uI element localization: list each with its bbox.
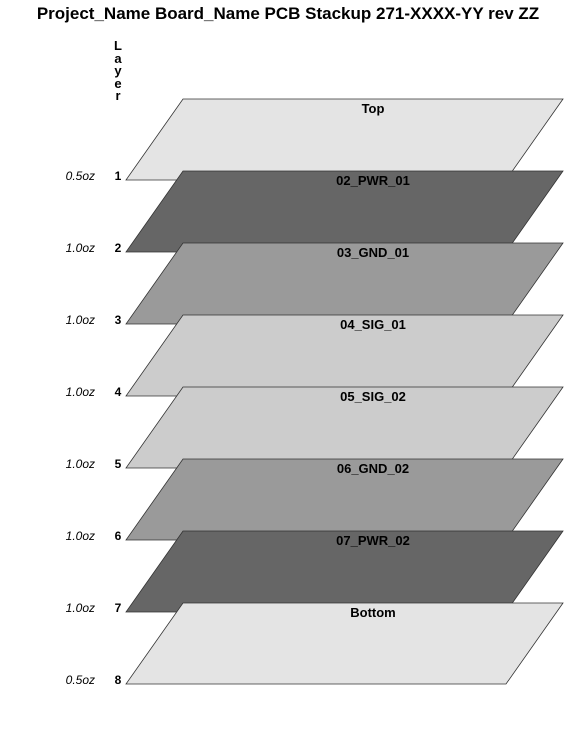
layer-name-label: 04_SIG_01 xyxy=(340,317,406,332)
layer-name-label: 05_SIG_02 xyxy=(340,389,406,404)
layer-name-label: 07_PWR_02 xyxy=(336,533,410,548)
layer-3: 03_GND_01 3 1.0oz xyxy=(66,242,564,327)
layer-name-label: 02_PWR_01 xyxy=(336,173,410,188)
layer-heading-letter: y xyxy=(114,63,122,78)
layer-number-label: 4 xyxy=(115,385,122,399)
layer-8: Bottom 8 0.5oz xyxy=(66,602,564,687)
layer-number-label: 1 xyxy=(115,169,122,183)
layer-name-label: Top xyxy=(362,101,385,116)
layer-1: Top 1 0.5oz xyxy=(66,98,564,183)
layer-plane xyxy=(125,98,564,181)
layer-column-heading: L a y e r xyxy=(108,38,128,103)
layer-7: 07_PWR_02 7 1.0oz xyxy=(66,530,564,615)
layer-heading-letter: e xyxy=(114,75,122,91)
layer-number-label: 8 xyxy=(115,673,122,687)
copper-weight-label: 0.5oz xyxy=(66,673,95,687)
layer-name-label: Bottom xyxy=(350,605,396,620)
layer-number-label: 5 xyxy=(115,457,122,471)
copper-weight-label: 1.0oz xyxy=(66,601,95,615)
layer-name-label: 03_GND_01 xyxy=(337,245,409,260)
layer-heading-letter: r xyxy=(115,88,121,103)
layer-number-label: 7 xyxy=(115,601,122,615)
layer-2: 02_PWR_01 2 1.0oz xyxy=(66,170,564,255)
layer-heading-letter: L xyxy=(114,38,122,53)
layer-6: 06_GND_02 6 1.0oz xyxy=(66,458,564,543)
layer-number-label: 3 xyxy=(115,313,122,327)
page-title: Project_Name Board_Name PCB Stackup 271-… xyxy=(36,4,540,23)
layer-5: 05_SIG_02 5 1.0oz xyxy=(66,386,564,471)
copper-weight-label: 1.0oz xyxy=(66,457,95,471)
copper-weight-label: 1.0oz xyxy=(66,385,95,399)
layer-number-label: 6 xyxy=(115,529,122,543)
layer-4: 04_SIG_01 4 1.0oz xyxy=(66,314,564,399)
layer-name-label: 06_GND_02 xyxy=(337,461,409,476)
copper-weight-label: 1.0oz xyxy=(66,241,95,255)
copper-weight-label: 1.0oz xyxy=(66,313,95,327)
layer-plane xyxy=(125,602,564,685)
copper-weight-label: 0.5oz xyxy=(66,169,95,183)
copper-weight-label: 1.0oz xyxy=(66,529,95,543)
layer-heading-letter: a xyxy=(114,50,122,66)
layer-number-label: 2 xyxy=(115,241,122,255)
